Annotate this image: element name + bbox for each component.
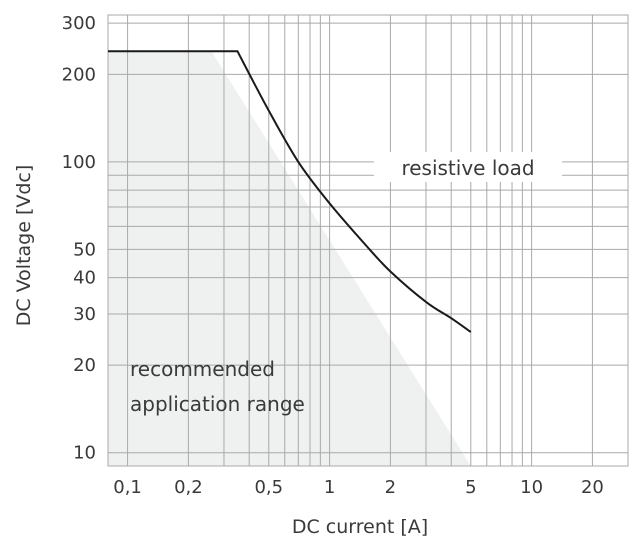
x-tick-label: 0,1 <box>113 477 142 498</box>
x-tick-label: 2 <box>385 477 396 498</box>
grid-layer <box>108 15 629 466</box>
recommended-range-area <box>108 51 471 467</box>
y-tick-label: 50 <box>73 239 96 260</box>
plot-frame <box>107 14 629 467</box>
tick-labels: 0,1 0,2 0,5 1 2 5 10 20 10 20 30 40 50 100 200 300 <box>62 13 604 498</box>
x-tick-label: 0,2 <box>174 477 203 498</box>
y-tick-label: 200 <box>62 64 96 85</box>
x-axis-title: DC current [A] <box>292 516 428 538</box>
y-tick-label: 100 <box>62 152 96 173</box>
y-tick-label: 20 <box>73 355 96 376</box>
x-tick-label: 0,5 <box>254 477 283 498</box>
y-tick-label: 30 <box>73 304 96 325</box>
x-tick-label: 1 <box>324 477 335 498</box>
y-tick-label: 40 <box>73 268 96 289</box>
resistive-load-curve <box>108 50 472 333</box>
x-tick-label: 20 <box>581 477 604 498</box>
resistive-load-label-background <box>374 152 562 182</box>
resistive-load-label: resistive load <box>401 156 534 180</box>
recommended-range-label-line1: recommended <box>130 357 275 381</box>
series-layer <box>108 50 472 333</box>
recommended-range-label-line2: application range <box>130 392 305 416</box>
x-tick-label: 5 <box>465 477 476 498</box>
x-tick-label: 10 <box>520 477 543 498</box>
y-tick-label: 300 <box>62 13 96 34</box>
y-tick-label: 10 <box>73 443 96 464</box>
shaded-region-layer <box>108 51 471 467</box>
y-axis-title: DC Voltage [Vdc] <box>13 165 35 327</box>
